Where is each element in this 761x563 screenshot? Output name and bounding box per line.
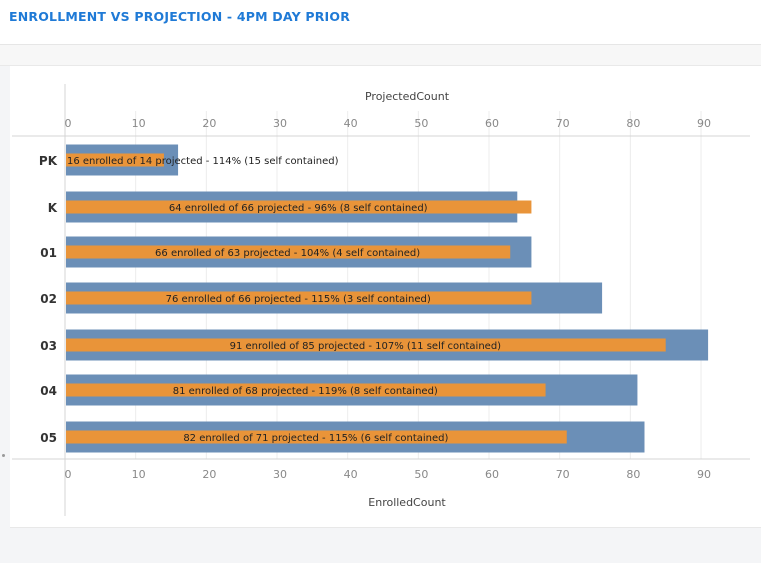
axes — [12, 84, 750, 516]
projected-bar — [66, 383, 546, 397]
x-tick-label-top: 80 — [626, 117, 640, 130]
bar-data-label: 91 enrolled of 85 projected - 107% (11 s… — [230, 341, 502, 352]
projected-bar — [66, 338, 666, 352]
x-axis-title-top: ProjectedCount — [365, 90, 450, 103]
toolbar-band — [0, 45, 761, 66]
category-label: 03 — [40, 339, 57, 353]
category-label: 05 — [40, 431, 57, 445]
projected-bar — [66, 430, 567, 444]
x-tick-label-bottom: 70 — [556, 468, 570, 481]
x-tick-label-top: 40 — [344, 117, 358, 130]
x-tick-label-bottom: 60 — [485, 468, 499, 481]
x-tick-label-bottom: 10 — [132, 468, 146, 481]
x-tick-label-top: 20 — [202, 117, 216, 130]
category-label: PK — [39, 154, 58, 168]
projected-bar — [66, 200, 532, 214]
bar-data-label: 81 enrolled of 68 projected - 119% (8 se… — [173, 386, 438, 397]
x-tick-label-bottom: 40 — [344, 468, 358, 481]
x-tick-label-bottom: 80 — [626, 468, 640, 481]
decorative-dot — [2, 454, 5, 457]
bar-data-label: 76 enrolled of 66 projected - 115% (3 se… — [166, 294, 431, 305]
x-tick-label-bottom: 90 — [697, 468, 711, 481]
bar-data-label: 82 enrolled of 71 projected - 115% (6 se… — [183, 433, 448, 444]
bars — [66, 144, 709, 453]
title-bar: ENROLLMENT VS PROJECTION - 4PM DAY PRIOR — [0, 0, 761, 45]
dashboard-title: ENROLLMENT VS PROJECTION - 4PM DAY PRIOR — [9, 9, 351, 24]
projected-bar — [66, 291, 532, 305]
bar-data-label: 16 enrolled of 14 projected - 114% (15 s… — [67, 156, 339, 167]
bar-data-label: 66 enrolled of 63 projected - 104% (4 se… — [155, 248, 420, 259]
x-tick-label-bottom: 20 — [202, 468, 216, 481]
category-label: 01 — [40, 246, 57, 260]
x-tick-label-top: 30 — [273, 117, 287, 130]
x-tick-label-top: 90 — [697, 117, 711, 130]
x-axis-title-bottom: EnrolledCount — [368, 496, 446, 509]
x-tick-label-top: 70 — [556, 117, 570, 130]
bar-data-label: 64 enrolled of 66 projected - 96% (8 sel… — [169, 203, 428, 214]
labels: 00101020203030404050506060707080809090PK… — [39, 117, 711, 481]
category-label: 04 — [40, 384, 57, 398]
category-label: K — [48, 201, 58, 215]
x-tick-label-top: 0 — [65, 117, 72, 130]
x-tick-label-bottom: 50 — [414, 468, 428, 481]
category-label: 02 — [40, 292, 57, 306]
x-tick-label-top: 60 — [485, 117, 499, 130]
x-tick-label-bottom: 30 — [273, 468, 287, 481]
x-tick-label-bottom: 0 — [65, 468, 72, 481]
projected-bar — [66, 245, 511, 259]
projected-bar — [66, 153, 164, 167]
x-tick-label-top: 50 — [414, 117, 428, 130]
x-tick-label-top: 10 — [132, 117, 146, 130]
